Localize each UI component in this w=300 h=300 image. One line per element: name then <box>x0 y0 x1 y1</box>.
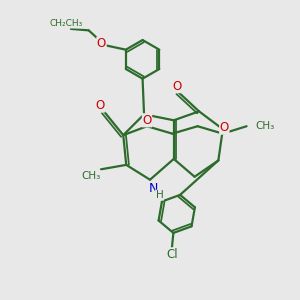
Text: O: O <box>97 37 106 50</box>
Text: Cl: Cl <box>166 248 178 261</box>
Text: O: O <box>220 121 229 134</box>
Text: CH₂CH₃: CH₂CH₃ <box>50 19 83 28</box>
Text: CH₃: CH₃ <box>255 121 274 131</box>
Text: H: H <box>156 190 164 200</box>
Text: O: O <box>96 99 105 112</box>
Text: CH₃: CH₃ <box>82 171 101 181</box>
Text: N: N <box>148 182 158 194</box>
Text: O: O <box>172 80 182 93</box>
Text: O: O <box>142 114 152 127</box>
